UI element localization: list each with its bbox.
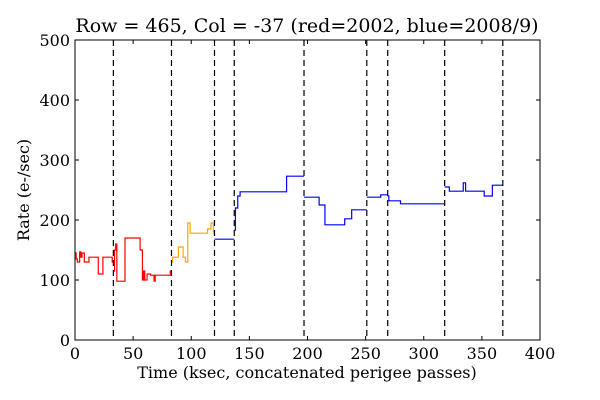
x-tick-label-6: 300 [408,344,439,363]
y-tick-label-1: 100 [39,271,70,290]
y-tick-label-2: 200 [39,211,70,230]
series-0-segment-1 [113,237,172,282]
x-tick-label-7: 350 [467,344,498,363]
series-2-segment-5 [444,182,503,197]
x-tick-label-4: 200 [292,344,323,363]
y-tick-label-4: 400 [39,91,70,110]
x-tick-label-5: 250 [350,344,381,363]
y-tick-label-0: 0 [60,331,70,350]
y-tick-label-3: 300 [39,151,70,170]
axis-ticks: 0 50 100 150 200 250 300 350 400 0 100 200 300 400 500 [39,31,555,363]
x-tick-label-1: 50 [123,344,143,363]
y-tick-label-5: 500 [39,31,70,50]
series-1-segment-0 [171,222,215,263]
x-tick-label-0: 0 [70,344,80,363]
series-2-segment-3 [366,194,388,198]
y-axis-label: Rate (e-/sec) [14,139,33,241]
plot-marks [75,40,504,340]
chart-title: Row = 465, Col = -37 (red=2002, blue=200… [75,15,538,37]
series-0-segment-0 [75,251,114,275]
x-tick-label-3: 150 [234,344,265,363]
x-axis-label: Time (ksec, concatenated perigee passes) [137,363,477,382]
x-tick-label-8: 400 [525,344,556,363]
series-2-segment-4 [387,195,445,205]
x-tick-label-2: 100 [176,344,207,363]
plot-frame [74,39,541,341]
series-2-segment-1 [234,175,305,231]
series-2-segment-2 [304,196,367,226]
